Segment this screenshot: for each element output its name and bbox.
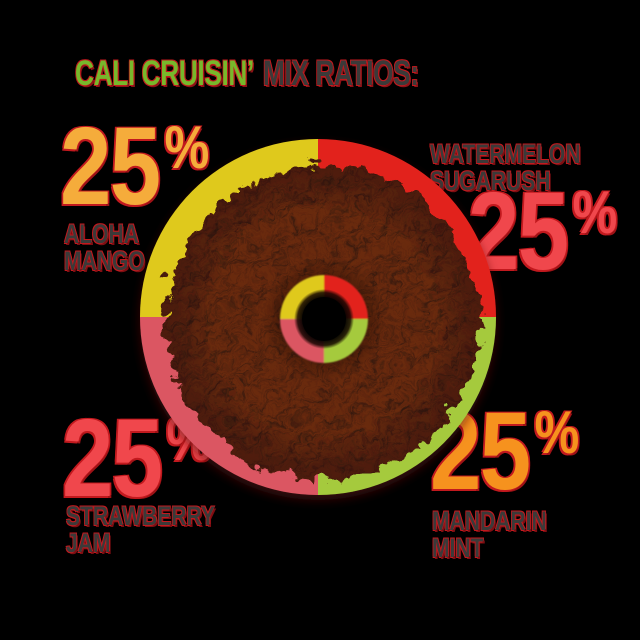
flavor-strawberry-jam: STRAWBERRY JAM [66,503,257,557]
flavor-line: WATERMELON [430,139,581,169]
brand-name: CALI CRUISIN’ [75,54,254,93]
flavor-line: SUGARUSH [430,166,551,196]
flavor-line: MANDARIN [432,506,547,536]
flavor-watermelon-sugarush: WATERMELON SUGARUSH [430,141,623,195]
percent-aloha-mango: 25% [60,112,238,222]
flavor-aloha-mango: ALOHA MANGO [64,221,168,275]
flavor-line: MANGO [64,246,145,276]
percent-value: 25 [60,105,161,228]
percent-value: 25 [62,397,163,520]
flavor-line: ALOHA [64,219,139,249]
flavor-line: MINT [432,533,484,563]
percent-sign: % [572,179,618,246]
bowl-center-hole [302,297,346,341]
flavor-line: JAM [66,528,111,558]
page-title: CALI CRUISIN’ MIX RATIOS: [75,54,533,94]
title-suffix: MIX RATIOS: [262,54,419,93]
percent-strawberry-jam: 25% [62,404,240,514]
flavor-line: STRAWBERRY [66,501,215,531]
flavor-mandarin-mint: MANDARIN MINT [432,508,579,562]
percent-mandarin-mint: 25% [430,397,608,507]
percent-sign: % [534,399,580,466]
percent-sign: % [164,114,210,181]
